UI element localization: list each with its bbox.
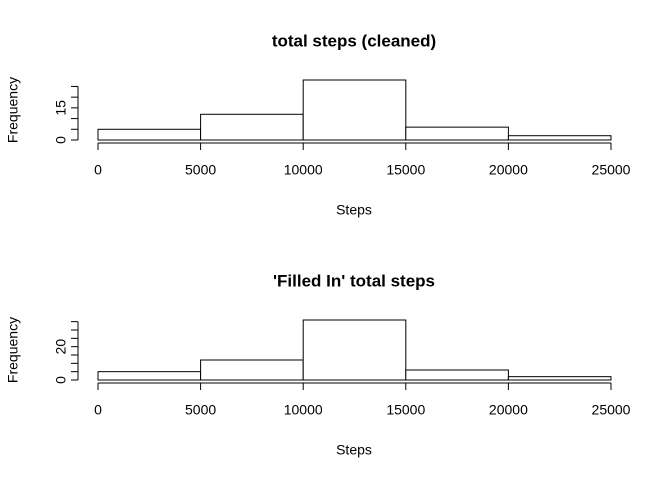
chart-title: total steps (cleaned) [272, 31, 436, 50]
x-axis-label: Steps [336, 202, 372, 218]
chart-title: 'Filled In' total steps [273, 271, 435, 290]
bar [200, 359, 304, 381]
bar [302, 319, 407, 381]
x-axis-label: Steps [336, 442, 372, 458]
x-tick-label: 10000 [284, 402, 323, 418]
x-tick-label: 25000 [592, 402, 631, 418]
x-tick-label: 10000 [284, 162, 323, 178]
bar [405, 126, 509, 141]
x-tick-label: 15000 [386, 402, 425, 418]
x-tick-label: 5000 [185, 402, 216, 418]
y-tick-label: 20 [53, 339, 69, 355]
x-tick-label: 5000 [185, 162, 216, 178]
bar [405, 369, 509, 381]
bar [97, 128, 202, 141]
x-tick-label: 20000 [489, 162, 528, 178]
y-tick-label: 0 [53, 136, 69, 144]
x-tick-label: 20000 [489, 402, 528, 418]
y-axis-label: Frequency [5, 317, 21, 383]
y-tick-label: 15 [53, 100, 69, 116]
x-tick-label: 25000 [592, 162, 631, 178]
x-tick-label: 0 [94, 162, 102, 178]
bar [507, 376, 612, 381]
x-tick-label: 15000 [386, 162, 425, 178]
y-axis-label: Frequency [5, 77, 21, 143]
bar [302, 79, 407, 141]
bar [200, 113, 304, 141]
bar [97, 371, 202, 381]
x-tick-label: 0 [94, 402, 102, 418]
bar [507, 135, 612, 141]
y-tick-label: 0 [53, 376, 69, 384]
